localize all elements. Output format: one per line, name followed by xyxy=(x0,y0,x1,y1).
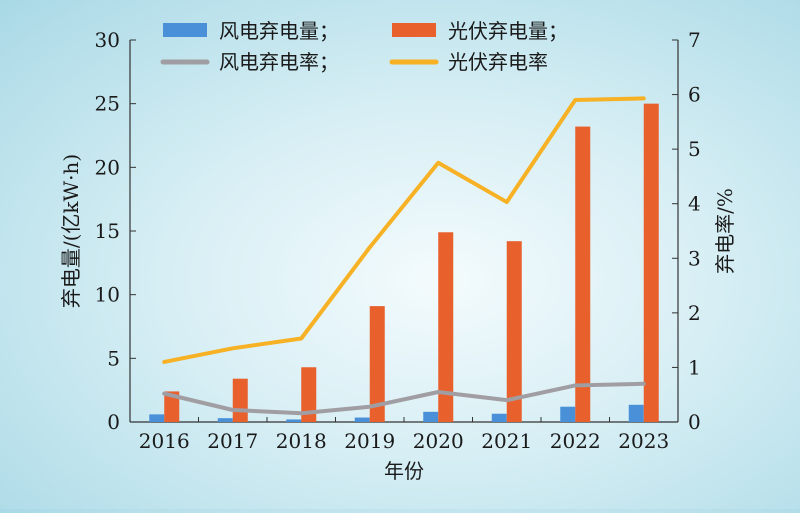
right-tick-label: 0 xyxy=(688,410,701,434)
left-tick-label: 10 xyxy=(95,283,120,307)
bar-solar xyxy=(575,126,591,422)
right-tick-label: 1 xyxy=(688,355,701,379)
solar-curtailment-rate-line xyxy=(162,96,646,364)
bar-wind xyxy=(628,404,644,422)
legend-label: 风电弃电量； xyxy=(219,19,339,43)
left-tick-label: 15 xyxy=(95,219,120,243)
legend-swatch xyxy=(163,23,207,37)
legend-label: 光伏弃电率 xyxy=(448,50,548,74)
x-tick-label: 2020 xyxy=(413,429,464,453)
x-tick-label: 2023 xyxy=(618,429,669,453)
bar-wind xyxy=(217,418,233,422)
bar-solar xyxy=(438,232,454,422)
x-tick-label: 2019 xyxy=(344,429,395,453)
left-tick-label: 25 xyxy=(95,92,120,116)
legend-label: 风电弃电率； xyxy=(219,50,339,74)
left-tick-label: 30 xyxy=(95,28,120,52)
bar-solar xyxy=(232,378,248,422)
wind-curtailment-rate-line xyxy=(162,381,646,416)
x-tick-label: 2021 xyxy=(481,429,532,453)
bar-wind xyxy=(149,414,165,422)
left-tick-label: 5 xyxy=(107,346,120,370)
bar-wind xyxy=(491,413,507,422)
legend-label: 光伏弃电量； xyxy=(448,19,568,43)
y-axis-right-title: 弃电率/% xyxy=(713,188,737,274)
right-tick-label: 4 xyxy=(688,192,701,216)
y-axis-left-title: 弃电量/(亿kW·h) xyxy=(59,154,83,308)
left-tick-label: 0 xyxy=(107,410,120,434)
bar-wind xyxy=(286,419,302,422)
right-tick-label: 2 xyxy=(688,301,701,325)
x-tick-label: 2017 xyxy=(207,429,258,453)
bar-solar xyxy=(164,391,180,422)
bar-wind xyxy=(423,411,439,422)
right-tick-label: 3 xyxy=(688,246,701,270)
bar-solar xyxy=(643,103,659,423)
bar-solar xyxy=(301,367,317,422)
bar-solar xyxy=(369,306,385,422)
x-tick-label: 2016 xyxy=(139,429,190,453)
left-tick-label: 20 xyxy=(95,155,120,179)
right-tick-label: 5 xyxy=(688,137,701,161)
right-tick-label: 6 xyxy=(688,83,701,107)
right-tick-label: 7 xyxy=(688,28,701,52)
bar-wind xyxy=(354,417,370,422)
x-tick-label: 2022 xyxy=(550,429,601,453)
x-tick-label: 2018 xyxy=(276,429,327,453)
bar-wind xyxy=(560,406,576,422)
x-axis-title: 年份 xyxy=(384,459,424,483)
legend-swatch xyxy=(392,23,436,37)
bar-solar xyxy=(506,241,522,422)
